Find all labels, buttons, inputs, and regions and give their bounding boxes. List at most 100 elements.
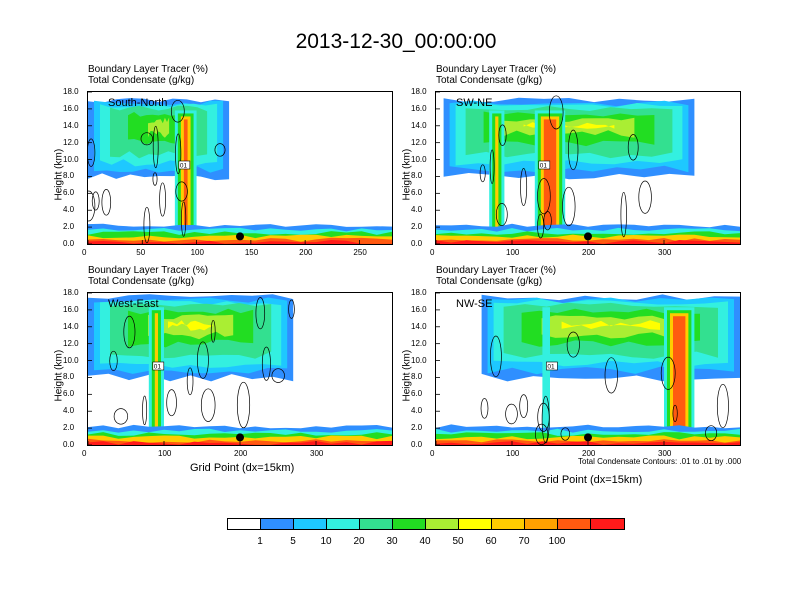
cloud-layer-fill [148, 117, 170, 138]
panel-header-line2: Total Condensate (g/kg) [88, 276, 195, 287]
condensate-contour-line [159, 182, 166, 217]
condensate-contour-line [200, 388, 216, 422]
condensate-contour-line [672, 404, 678, 422]
y-tick-label: 2.0 [411, 423, 423, 433]
colorbar-swatch [492, 519, 525, 529]
plot-area-sw-ne: 01 SW-NE [435, 91, 741, 245]
condensate-contour-line [142, 395, 148, 426]
condensate-contour-line [627, 134, 639, 161]
location-marker [584, 232, 592, 241]
cloud-layer-fill [541, 315, 680, 339]
boundary-layer-fill [88, 240, 392, 244]
condensate-contour-line [113, 408, 129, 425]
cloud-layer-fill [523, 122, 615, 129]
panel-name-label: West-East [108, 298, 159, 310]
y-tick-label: 10.0 [63, 355, 79, 365]
contour-label: 01 [547, 364, 555, 371]
y-tick-label: 16.0 [63, 304, 79, 314]
plot-area-south-north: 01 South-North [87, 91, 393, 245]
condensate-contour-line [541, 395, 550, 444]
panel-name-label: South-North [108, 97, 167, 109]
x-tick-label: 250 [353, 248, 367, 257]
y-tick-label: 12.0 [411, 137, 427, 147]
convective-column-fill [154, 313, 158, 445]
condensate-contour-line [548, 95, 564, 130]
colorbar-label: 1 [257, 536, 263, 547]
convective-column-fill [542, 307, 550, 445]
y-tick-label: 18.0 [63, 87, 79, 96]
condensate-contour-line [489, 149, 495, 185]
condensate-contour-line [175, 181, 188, 202]
colorbar-swatch [393, 519, 426, 529]
convective-column-fill [543, 119, 557, 244]
condensate-contour-line [505, 403, 518, 425]
condensate-contour-line [101, 189, 112, 216]
condensate-contour-line [166, 389, 177, 417]
location-marker [584, 433, 592, 442]
y-tick-label: 18.0 [63, 288, 79, 297]
panel-name-label: SW-NE [456, 97, 492, 109]
contour-plot-svg: 01 South-North [88, 92, 392, 244]
convective-column-fill [673, 316, 686, 445]
location-marker [236, 232, 244, 241]
condensate-contour-line [705, 425, 718, 442]
condensate-contour-line [214, 143, 226, 157]
colorbar-label: 60 [485, 536, 497, 547]
colorbar-label: 40 [419, 536, 431, 547]
condensate-contour-line [88, 138, 96, 167]
condensate-contour-line [181, 201, 187, 237]
y-tick-label: 8.0 [63, 372, 75, 382]
convective-column-fill [183, 119, 188, 244]
condensate-contour-line [495, 203, 508, 226]
condensate-contour-line [175, 133, 182, 175]
contour-plot-svg: 01 West-East [88, 293, 392, 445]
condensate-contour-line [143, 206, 151, 244]
condensate-contour-line [543, 211, 552, 231]
panel-header-line2: Total Condensate (g/kg) [436, 75, 543, 86]
condensate-contour-line [480, 398, 489, 419]
colorbar-label: 100 [548, 536, 566, 547]
y-tick-label: 0.0 [63, 440, 75, 449]
condensate-contour-line [498, 124, 507, 146]
x-tick-label: 300 [658, 449, 672, 458]
condensate-contour-line [620, 191, 627, 238]
y-tick-label: 4.0 [411, 205, 423, 215]
condensate-contour-line [519, 394, 529, 418]
condensate-contour-line [288, 299, 295, 319]
plot-area-nw-se: 01 NW-SE [435, 292, 741, 446]
x-axis-label: Grid Point (dx=15km) [190, 462, 295, 474]
x-tick-label: 200 [299, 248, 313, 257]
condensate-contour-line [186, 367, 194, 396]
colorbar-label: 10 [320, 536, 332, 547]
condensate-contour-line [660, 356, 676, 390]
plot-area-west-east: 01 West-East [87, 292, 393, 446]
condensate-contour-line [109, 350, 118, 371]
y-tick-label: 6.0 [411, 389, 423, 399]
condensate-contour-line [520, 168, 528, 206]
condensate-contour-line [236, 381, 251, 429]
y-tick-label: 12.0 [63, 137, 79, 147]
panel-header-line1: Boundary Layer Tracer (%) [436, 265, 557, 276]
colorbar-label: 20 [353, 536, 365, 547]
y-tick-label: 2.0 [63, 423, 75, 433]
x-tick-label: 0 [430, 248, 435, 257]
colorbar-swatch [426, 519, 459, 529]
colorbar-swatch [294, 519, 327, 529]
colorbar-label: 5 [290, 536, 296, 547]
x-tick-label: 200 [582, 449, 596, 458]
colorbar-swatch [558, 519, 591, 529]
y-tick-label: 14.0 [411, 321, 427, 331]
condensate-contour-line [479, 164, 486, 183]
contour-label: 01 [540, 163, 548, 170]
condensate-contour-line [170, 99, 185, 123]
condensate-contour-line [271, 368, 285, 383]
panel-name-label: NW-SE [456, 298, 492, 310]
condensate-contour-line [537, 213, 545, 239]
contour-plot-svg: 01 SW-NE [436, 92, 740, 244]
condensate-contour-line [152, 125, 159, 169]
colorbar-swatch [525, 519, 558, 529]
contour-label: 01 [180, 163, 188, 170]
condensate-contour-line [88, 190, 96, 222]
y-tick-label: 18.0 [411, 87, 427, 96]
panel-header-line1: Boundary Layer Tracer (%) [436, 64, 557, 75]
